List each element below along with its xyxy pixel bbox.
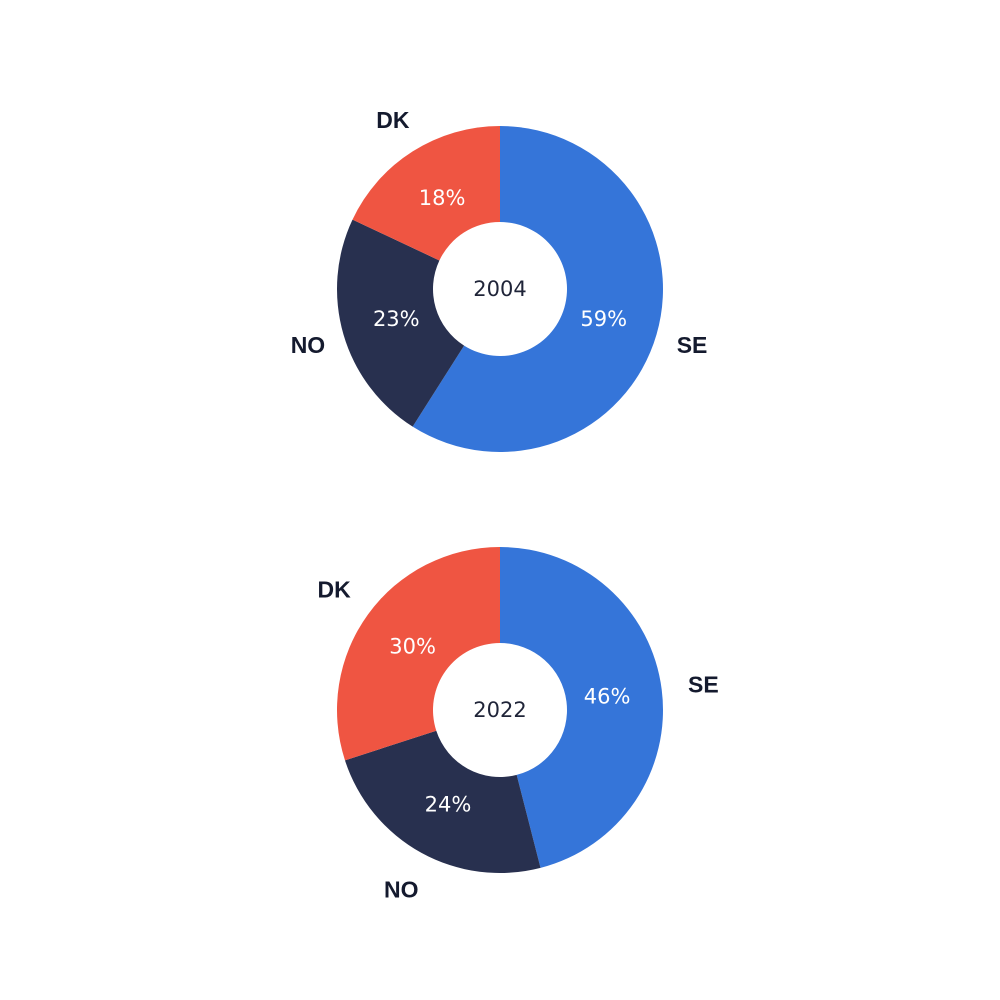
slice-value-label-dk: 18%: [419, 186, 466, 210]
slice-value-label-se: 46%: [584, 684, 631, 708]
slice-value-label-se: 59%: [580, 307, 627, 331]
donut-center-label: 2004: [473, 277, 526, 301]
slice-category-label-se: SE: [677, 332, 708, 358]
slice-category-label-no: NO: [291, 332, 326, 358]
donut-slice-dk: [336, 547, 500, 761]
slice-value-label-dk: 30%: [389, 635, 436, 659]
donut-chart-top: 59% SE 23% NO 18% DK 2004: [291, 107, 708, 452]
donut-slice-se: [500, 547, 663, 868]
donut-slice-no: [344, 730, 541, 873]
donut-slice-se: [412, 126, 663, 452]
slice-value-label-no: 23%: [373, 307, 420, 331]
slice-category-label-se: SE: [688, 671, 719, 697]
donut-slice-no: [336, 219, 465, 427]
slice-category-label-dk: DK: [318, 577, 352, 603]
donut-center-label: 2022: [473, 698, 526, 722]
slice-category-label-no: NO: [384, 877, 419, 903]
slice-category-label-dk: DK: [376, 107, 410, 133]
slice-value-label-no: 24%: [425, 793, 472, 817]
donut-slice-dk: [352, 126, 500, 261]
donut-chart-bottom: 46% SE 24% NO 30% DK 2022: [318, 547, 719, 903]
